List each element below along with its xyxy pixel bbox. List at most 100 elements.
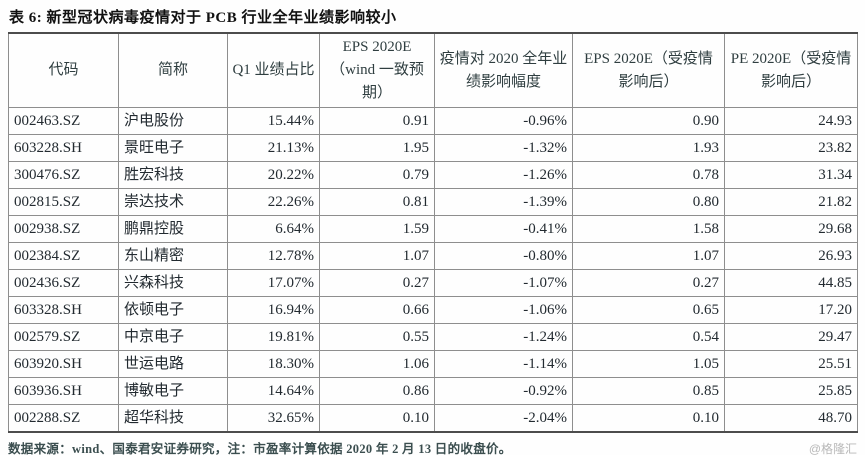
cell-code: 603920.SH — [8, 350, 119, 378]
cell-name: 东山精密 — [118, 242, 228, 270]
cell-eps-wind: 0.86 — [319, 377, 435, 405]
cell-eps-adj: 0.85 — [572, 377, 725, 405]
table-header-row: 代码 简称 Q1 业绩占比 EPS 2020E（wind 一致预期） 疫情对 2020 … — [8, 32, 858, 108]
column-header-eps-wind: EPS 2020E（wind 一致预期） — [319, 32, 435, 108]
cell-impact: -0.80% — [434, 242, 573, 270]
cell-eps-wind: 0.91 — [319, 107, 435, 135]
table-row: 002579.SZ 中京电子 19.81% 0.55 -1.24% 0.54 29.47 — [8, 323, 858, 351]
column-header-name: 简称 — [118, 32, 228, 108]
cell-name: 依顿电子 — [118, 296, 228, 324]
table-row: 603328.SH 依顿电子 16.94% 0.66 -1.06% 0.65 17.20 — [8, 296, 858, 324]
cell-code: 002815.SZ — [8, 188, 119, 216]
cell-code: 603228.SH — [8, 134, 119, 162]
table-row: 300476.SZ 胜宏科技 20.22% 0.79 -1.26% 0.78 31.34 — [8, 161, 858, 189]
cell-q1-share: 32.65% — [227, 404, 320, 433]
cell-code: 603936.SH — [8, 377, 119, 405]
cell-eps-adj: 0.27 — [572, 269, 725, 297]
cell-pe-adj: 23.82 — [724, 134, 858, 162]
cell-pe-adj: 25.51 — [724, 350, 858, 378]
table-row: 603936.SH 博敏电子 14.64% 0.86 -0.92% 0.85 25.85 — [8, 377, 858, 405]
cell-name: 中京电子 — [118, 323, 228, 351]
cell-name: 超华科技 — [118, 404, 228, 433]
cell-name: 沪电股份 — [118, 107, 228, 135]
cell-pe-adj: 21.82 — [724, 188, 858, 216]
table-row: 002436.SZ 兴森科技 17.07% 0.27 -1.07% 0.27 44.85 — [8, 269, 858, 297]
cell-eps-wind: 1.59 — [319, 215, 435, 243]
cell-q1-share: 17.07% — [227, 269, 320, 297]
cell-impact: -2.04% — [434, 404, 573, 433]
cell-q1-share: 12.78% — [227, 242, 320, 270]
cell-impact: -0.41% — [434, 215, 573, 243]
cell-pe-adj: 29.68 — [724, 215, 858, 243]
cell-impact: -1.06% — [434, 296, 573, 324]
cell-pe-adj: 24.93 — [724, 107, 858, 135]
cell-eps-adj: 0.78 — [572, 161, 725, 189]
cell-impact: -1.26% — [434, 161, 573, 189]
cell-q1-share: 16.94% — [227, 296, 320, 324]
cell-code: 002384.SZ — [8, 242, 119, 270]
cell-eps-wind: 0.55 — [319, 323, 435, 351]
cell-pe-adj: 44.85 — [724, 269, 858, 297]
cell-eps-adj: 0.90 — [572, 107, 725, 135]
cell-q1-share: 22.26% — [227, 188, 320, 216]
cell-eps-wind: 1.07 — [319, 242, 435, 270]
cell-code: 300476.SZ — [8, 161, 119, 189]
cell-eps-wind: 1.95 — [319, 134, 435, 162]
table-row: 002463.SZ 沪电股份 15.44% 0.91 -0.96% 0.90 24.93 — [8, 107, 858, 135]
cell-pe-adj: 17.20 — [724, 296, 858, 324]
cell-impact: -0.92% — [434, 377, 573, 405]
cell-eps-adj: 1.05 — [572, 350, 725, 378]
column-header-q1-share: Q1 业绩占比 — [227, 32, 320, 108]
cell-q1-share: 19.81% — [227, 323, 320, 351]
table-row: 002384.SZ 东山精密 12.78% 1.07 -0.80% 1.07 26.93 — [8, 242, 858, 270]
cell-impact: -1.32% — [434, 134, 573, 162]
cell-code: 002463.SZ — [8, 107, 119, 135]
cell-pe-adj: 25.85 — [724, 377, 858, 405]
cell-q1-share: 14.64% — [227, 377, 320, 405]
cell-eps-wind: 0.79 — [319, 161, 435, 189]
table-footer: 数据来源：wind、国泰君安证券研究，注：市盈率计算依据 2020 年 2 月 … — [8, 438, 857, 455]
cell-eps-wind: 0.27 — [319, 269, 435, 297]
cell-name: 胜宏科技 — [118, 161, 228, 189]
cell-name: 世运电路 — [118, 350, 228, 378]
column-header-code: 代码 — [8, 32, 119, 108]
table-row: 603920.SH 世运电路 18.30% 1.06 -1.14% 1.05 25.51 — [8, 350, 858, 378]
cell-impact: -1.14% — [434, 350, 573, 378]
table-row: 002288.SZ 超华科技 32.65% 0.10 -2.04% 0.10 48.70 — [8, 404, 858, 433]
table-row: 603228.SH 景旺电子 21.13% 1.95 -1.32% 1.93 23.82 — [8, 134, 858, 162]
cell-impact: -0.96% — [434, 107, 573, 135]
cell-q1-share: 18.30% — [227, 350, 320, 378]
cell-eps-adj: 1.07 — [572, 242, 725, 270]
cell-eps-wind: 0.81 — [319, 188, 435, 216]
table-row: 002938.SZ 鹏鼎控股 6.64% 1.59 -0.41% 1.58 29.68 — [8, 215, 858, 243]
cell-pe-adj: 29.47 — [724, 323, 858, 351]
cell-q1-share: 20.22% — [227, 161, 320, 189]
cell-impact: -1.39% — [434, 188, 573, 216]
cell-pe-adj: 26.93 — [724, 242, 858, 270]
data-source-note: 数据来源：wind、国泰君安证券研究，注：市盈率计算依据 2020 年 2 月 … — [8, 442, 512, 455]
cell-code: 002436.SZ — [8, 269, 119, 297]
cell-impact: -1.24% — [434, 323, 573, 351]
cell-eps-wind: 1.06 — [319, 350, 435, 378]
cell-name: 鹏鼎控股 — [118, 215, 228, 243]
cell-q1-share: 15.44% — [227, 107, 320, 135]
cell-pe-adj: 31.34 — [724, 161, 858, 189]
cell-eps-adj: 1.93 — [572, 134, 725, 162]
cell-q1-share: 6.64% — [227, 215, 320, 243]
cell-q1-share: 21.13% — [227, 134, 320, 162]
cell-pe-adj: 48.70 — [724, 404, 858, 433]
cell-code: 002579.SZ — [8, 323, 119, 351]
watermark-gelonghui: @格隆汇 — [808, 442, 857, 455]
column-header-impact: 疫情对 2020 全年业绩影响幅度 — [434, 32, 573, 108]
cell-eps-adj: 0.10 — [572, 404, 725, 433]
cell-eps-wind: 0.10 — [319, 404, 435, 433]
cell-name: 崇达技术 — [118, 188, 228, 216]
cell-code: 002288.SZ — [8, 404, 119, 433]
cell-impact: -1.07% — [434, 269, 573, 297]
table-row: 002815.SZ 崇达技术 22.26% 0.81 -1.39% 0.80 21.82 — [8, 188, 858, 216]
cell-code: 603328.SH — [8, 296, 119, 324]
table-title: 表 6: 新型冠状病毒疫情对于 PCB 行业全年业绩影响较小 — [9, 10, 397, 26]
cell-name: 博敏电子 — [118, 377, 228, 405]
cell-name: 景旺电子 — [118, 134, 228, 162]
